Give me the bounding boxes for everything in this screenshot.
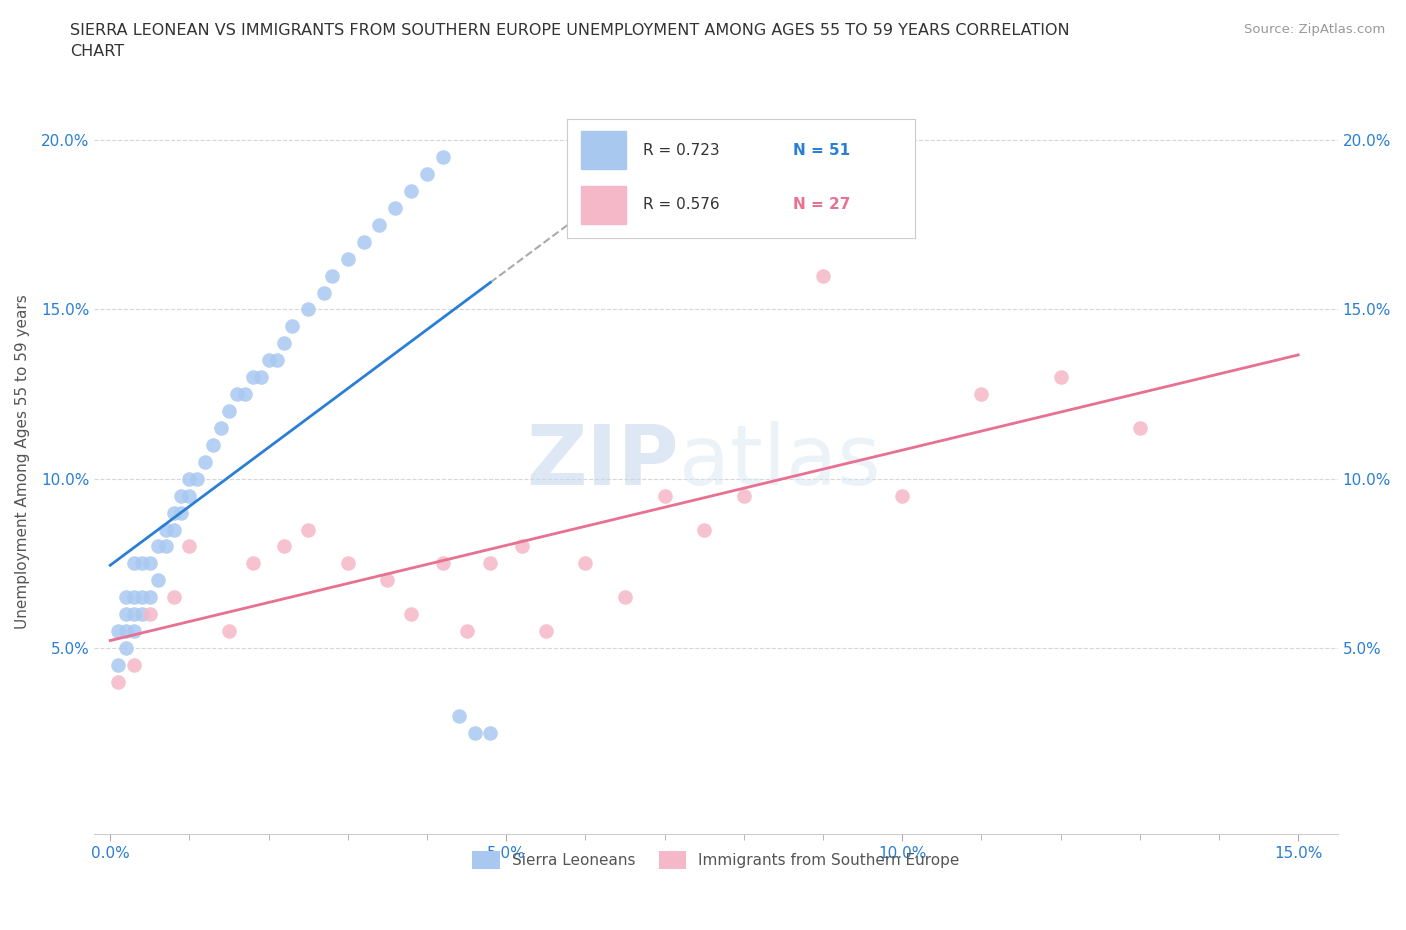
Point — [447, 709, 470, 724]
Point — [218, 624, 240, 639]
Point — [336, 556, 359, 571]
Point — [233, 387, 256, 402]
Point — [115, 624, 138, 639]
Point — [107, 674, 129, 689]
Point — [432, 556, 454, 571]
Point — [194, 455, 217, 470]
Text: ZIP: ZIP — [526, 421, 679, 502]
Point — [510, 539, 533, 554]
Point — [273, 336, 295, 351]
Point — [218, 404, 240, 418]
Point — [693, 522, 716, 537]
Point — [416, 166, 439, 181]
Point — [122, 606, 145, 621]
Point — [891, 488, 914, 503]
Point — [970, 387, 993, 402]
Point — [186, 472, 208, 486]
Point — [733, 488, 755, 503]
Point — [179, 539, 201, 554]
Point — [1049, 370, 1071, 385]
Point — [336, 251, 359, 266]
Point — [146, 573, 169, 588]
Legend: Sierra Leoneans, Immigrants from Southern Europe: Sierra Leoneans, Immigrants from Souther… — [467, 845, 966, 875]
Point — [131, 606, 153, 621]
Text: atlas: atlas — [679, 421, 880, 502]
Point — [131, 556, 153, 571]
Point — [399, 183, 422, 198]
Point — [122, 590, 145, 604]
Point — [242, 556, 264, 571]
Point — [115, 641, 138, 656]
Point — [353, 234, 375, 249]
Point — [139, 556, 162, 571]
Text: SIERRA LEONEAN VS IMMIGRANTS FROM SOUTHERN EUROPE UNEMPLOYMENT AMONG AGES 55 TO : SIERRA LEONEAN VS IMMIGRANTS FROM SOUTHE… — [70, 23, 1070, 60]
Point — [162, 522, 184, 537]
Point — [115, 606, 138, 621]
Point — [179, 472, 201, 486]
Point — [122, 556, 145, 571]
Point — [155, 539, 177, 554]
Point — [368, 218, 391, 232]
Point — [107, 658, 129, 672]
Point — [432, 150, 454, 165]
Point — [146, 539, 169, 554]
Point — [297, 302, 319, 317]
Point — [654, 488, 676, 503]
Y-axis label: Unemployment Among Ages 55 to 59 years: Unemployment Among Ages 55 to 59 years — [15, 295, 30, 630]
Point — [209, 420, 232, 435]
Point — [225, 387, 247, 402]
Point — [614, 590, 637, 604]
Point — [266, 352, 288, 367]
Point — [107, 624, 129, 639]
Point — [162, 590, 184, 604]
Point — [463, 725, 485, 740]
Point — [122, 658, 145, 672]
Point — [179, 488, 201, 503]
Point — [534, 624, 557, 639]
Point — [574, 556, 596, 571]
Point — [456, 624, 478, 639]
Point — [281, 319, 304, 334]
Text: Source: ZipAtlas.com: Source: ZipAtlas.com — [1244, 23, 1385, 36]
Point — [242, 370, 264, 385]
Point — [297, 522, 319, 537]
Point — [479, 556, 502, 571]
Point — [155, 522, 177, 537]
Point — [377, 573, 399, 588]
Point — [479, 725, 502, 740]
Point — [122, 624, 145, 639]
Point — [162, 505, 184, 520]
Point — [139, 606, 162, 621]
Point — [170, 488, 193, 503]
Point — [273, 539, 295, 554]
Point — [115, 590, 138, 604]
Point — [312, 286, 335, 300]
Point — [249, 370, 271, 385]
Point — [202, 437, 225, 452]
Point — [321, 268, 343, 283]
Point — [811, 268, 834, 283]
Point — [131, 590, 153, 604]
Point — [399, 606, 422, 621]
Point — [1129, 420, 1152, 435]
Point — [139, 590, 162, 604]
Point — [257, 352, 280, 367]
Point — [384, 201, 406, 216]
Point — [170, 505, 193, 520]
